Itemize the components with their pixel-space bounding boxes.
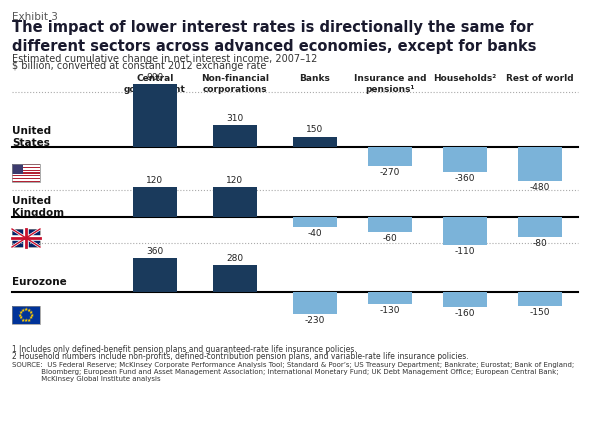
Text: -230: -230	[305, 316, 325, 325]
Bar	[12, 171, 40, 172]
Text: ★: ★	[18, 312, 22, 317]
Text: -360: -360	[455, 174, 476, 183]
Bar	[12, 174, 40, 175]
Text: SOURCE:  US Federal Reserve; McKinsey Corporate Performance Analysis Tool; Stand: SOURCE: US Federal Reserve; McKinsey Cor…	[12, 362, 574, 368]
Text: ★: ★	[19, 309, 23, 315]
Text: The impact of lower interest rates is directionally the same for
different secto: The impact of lower interest rates is di…	[12, 20, 536, 53]
Bar	[12, 168, 40, 170]
Bar	[12, 172, 40, 174]
Text: ★: ★	[27, 308, 31, 312]
Bar	[12, 164, 40, 165]
Text: Eurozone: Eurozone	[12, 277, 67, 287]
Bar	[12, 164, 40, 182]
Bar	[368, 217, 412, 232]
Bar	[213, 125, 257, 147]
Bar	[518, 217, 562, 237]
Text: -40: -40	[308, 229, 322, 238]
Text: -80: -80	[533, 239, 548, 248]
Bar	[12, 306, 40, 324]
Bar	[518, 292, 562, 306]
Text: Non-financial
corporations: Non-financial corporations	[201, 74, 269, 94]
Text: -480: -480	[530, 183, 550, 191]
Text: Central
government: Central government	[124, 74, 186, 94]
Text: -60: -60	[383, 234, 398, 243]
Bar	[443, 147, 487, 172]
Bar	[368, 292, 412, 305]
Bar	[133, 187, 177, 217]
Bar	[293, 217, 337, 227]
Bar	[12, 176, 40, 178]
Text: 2 Household numbers include non-profits, defined-contribution pension plans, and: 2 Household numbers include non-profits,…	[12, 352, 468, 361]
Bar	[213, 265, 257, 292]
Text: 1 Includes only defined-benefit pension plans and guaranteed-rate life insurance: 1 Includes only defined-benefit pension …	[12, 345, 357, 354]
Text: $ billion, converted at constant 2012 exchange rate: $ billion, converted at constant 2012 ex…	[12, 61, 266, 71]
Bar	[12, 170, 40, 171]
Bar	[368, 147, 412, 166]
Text: 120: 120	[146, 176, 163, 185]
Bar	[12, 165, 40, 167]
Text: McKinsey Global Institute analysis: McKinsey Global Institute analysis	[12, 376, 160, 382]
Bar	[133, 84, 177, 147]
Text: 360: 360	[146, 247, 163, 256]
Text: 900: 900	[146, 73, 163, 82]
Text: United
States: United States	[12, 126, 51, 148]
Bar	[12, 178, 40, 179]
Bar	[12, 175, 40, 176]
Text: Households²: Households²	[434, 74, 497, 83]
Text: ★: ★	[30, 312, 34, 317]
Text: ★: ★	[24, 318, 28, 323]
Bar	[12, 181, 40, 182]
Text: -110: -110	[455, 247, 476, 255]
Bar	[293, 292, 337, 314]
Text: ★: ★	[29, 309, 33, 315]
Bar	[12, 179, 40, 181]
Text: Exhibit 3: Exhibit 3	[12, 12, 58, 22]
Text: 120: 120	[227, 176, 244, 185]
Text: -150: -150	[530, 308, 550, 317]
Text: Bloomberg; European Fund and Asset Management Association; International Monetar: Bloomberg; European Fund and Asset Manag…	[12, 369, 559, 375]
Bar	[12, 229, 40, 247]
Bar	[518, 147, 562, 181]
Bar	[443, 217, 487, 244]
Text: ★: ★	[27, 317, 31, 323]
Text: United
Kingdom: United Kingdom	[12, 196, 64, 218]
Text: Insurance and
pensions¹: Insurance and pensions¹	[354, 74, 426, 94]
Text: ★: ★	[29, 316, 33, 320]
Text: Banks: Banks	[300, 74, 330, 83]
Text: ★: ★	[21, 308, 25, 312]
Text: ★: ★	[24, 307, 28, 312]
Text: -160: -160	[455, 309, 476, 318]
Bar	[213, 187, 257, 217]
Bar	[12, 167, 40, 168]
Text: -130: -130	[380, 306, 400, 315]
Bar	[12, 229, 40, 247]
Bar	[443, 292, 487, 307]
Bar	[133, 258, 177, 292]
Bar	[12, 306, 40, 324]
Text: 150: 150	[306, 126, 324, 134]
Text: -270: -270	[380, 168, 400, 177]
Text: ★: ★	[21, 317, 25, 323]
Text: 310: 310	[227, 114, 244, 123]
Text: Estimated cumulative change in net interest income, 2007–12: Estimated cumulative change in net inter…	[12, 54, 317, 64]
Bar	[12, 164, 23, 174]
Text: 280: 280	[227, 255, 244, 263]
Text: ★: ★	[19, 316, 23, 320]
Bar	[293, 137, 337, 147]
Text: Rest of world: Rest of world	[506, 74, 574, 83]
